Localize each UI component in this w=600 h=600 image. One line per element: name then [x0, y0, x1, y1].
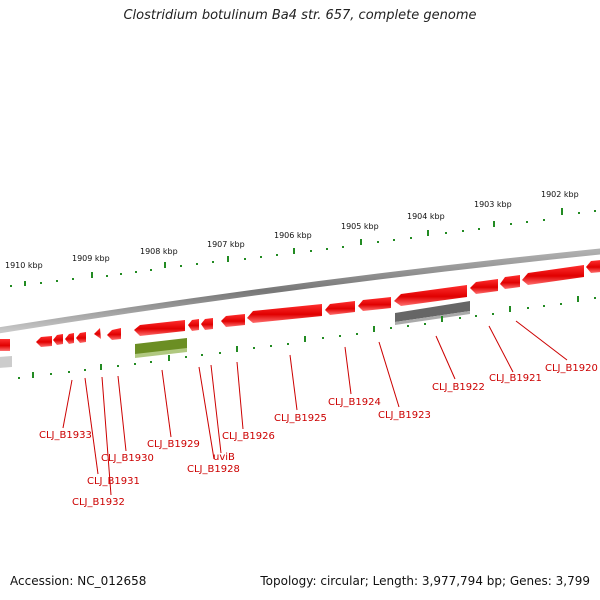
- kbp-label-1904: 1904 kbp: [407, 212, 445, 221]
- gene-label-clj-b1929: CLJ_B1929: [147, 439, 200, 450]
- gene-label-clj-b1921: CLJ_B1921: [489, 373, 542, 384]
- gene-label-clj-b1920: CLJ_B1920: [545, 363, 598, 374]
- gene-features: [0, 260, 600, 351]
- gene-label-clj-b1922: CLJ_B1922: [432, 382, 485, 393]
- gene-label-clj-b1933: CLJ_B1933: [39, 430, 92, 441]
- kbp-label-1907: 1907 kbp: [207, 240, 245, 249]
- kbp-label-1902: 1902 kbp: [541, 190, 579, 199]
- gene-label-clj-b1930: CLJ_B1930: [101, 453, 154, 464]
- gene-label-clj-b1925: CLJ_B1925: [274, 413, 327, 424]
- gene-label-clj-b1923: CLJ_B1923: [378, 410, 431, 421]
- gene-label-clj-b1932: CLJ_B1932: [72, 497, 125, 508]
- gene-label-clj-b1926: CLJ_B1926: [222, 431, 275, 442]
- kbp-label-1906: 1906 kbp: [274, 231, 312, 240]
- gene-label-clj-b1931: CLJ_B1931: [87, 476, 140, 487]
- scale-labels: 1910 kbp 1909 kbp 1908 kbp 1907 kbp 1906…: [5, 190, 579, 270]
- kbp-label-1910: 1910 kbp: [5, 261, 43, 270]
- genome-summary-text: Topology: circular; Length: 3,977,794 bp…: [260, 574, 590, 588]
- kbp-label-1903: 1903 kbp: [474, 200, 512, 209]
- accession-text: Accession: NC_012658: [10, 574, 147, 588]
- gene-label-clj-b1928: CLJ_B1928: [187, 464, 240, 475]
- map-title: Clostridium botulinum Ba4 str. 657, comp…: [123, 8, 477, 23]
- scale-ticks-outer: [10, 208, 596, 287]
- kbp-label-1905: 1905 kbp: [341, 222, 379, 231]
- pseudo-features: [0, 301, 470, 368]
- scale-ticks-inner: [18, 296, 596, 379]
- genome-backbone: [0, 248, 600, 334]
- gene-label-leaders: [62, 320, 568, 496]
- gene-labels: CLJ_B1933 CLJ_B1931 CLJ_B1932 CLJ_B1930 …: [39, 363, 598, 508]
- gene-label-uvib: uviB: [213, 452, 235, 463]
- kbp-label-1909: 1909 kbp: [72, 254, 110, 263]
- rna-feature: [135, 338, 187, 358]
- gene-label-clj-b1924: CLJ_B1924: [328, 397, 381, 408]
- kbp-label-1908: 1908 kbp: [140, 247, 178, 256]
